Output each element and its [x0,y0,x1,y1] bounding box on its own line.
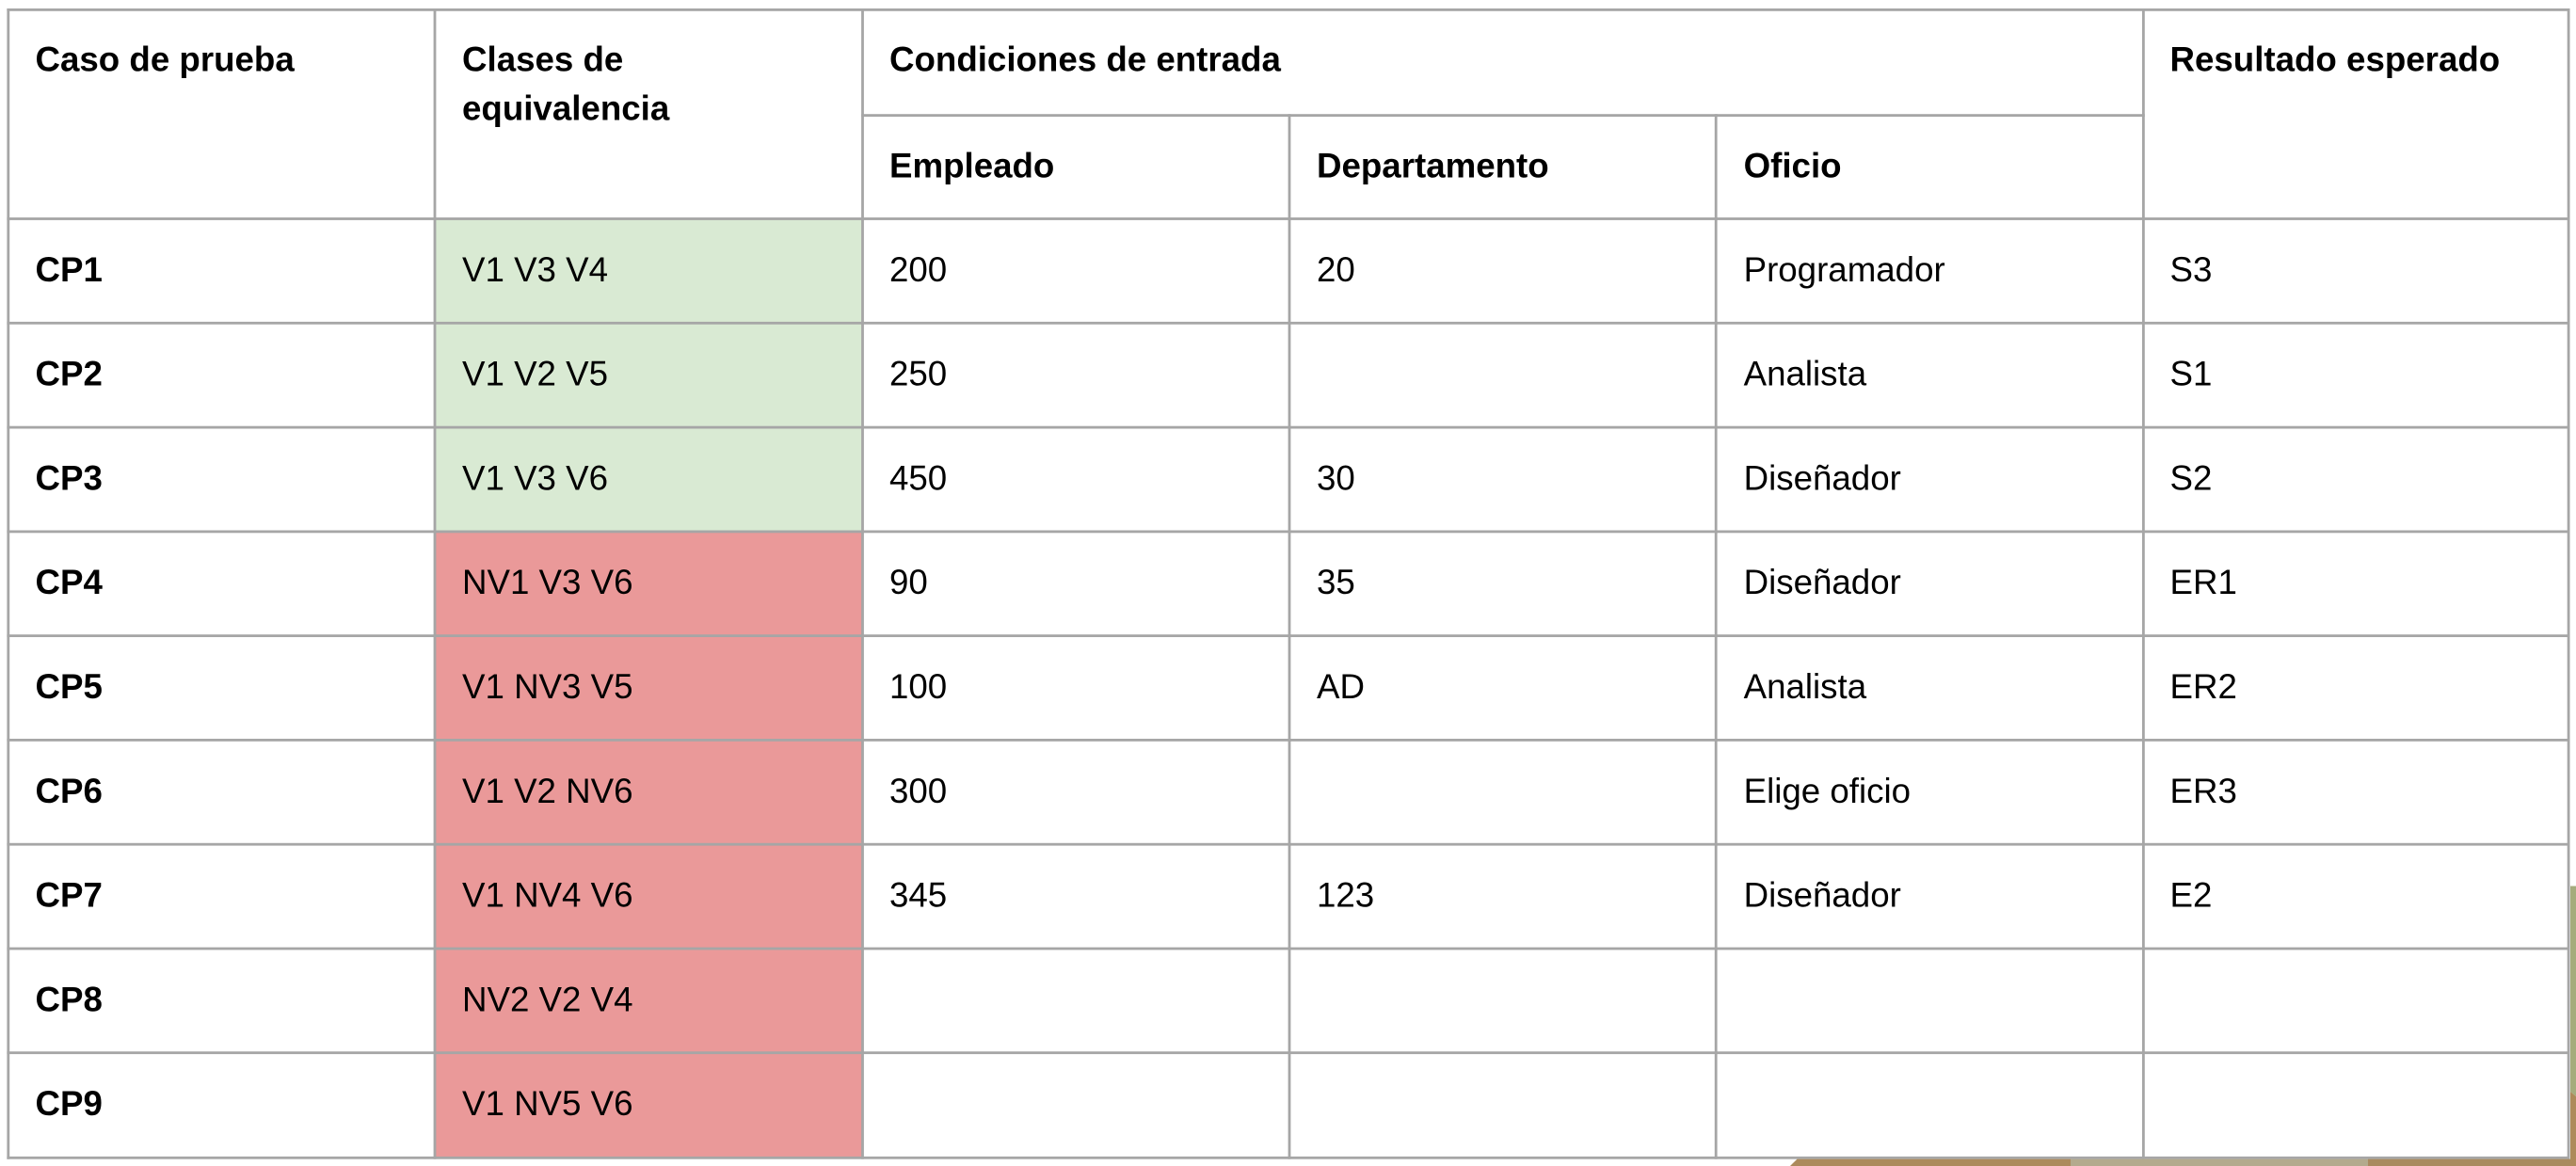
svg-text:Departamento: Departamento [1317,147,1549,185]
svg-text:NV2 V2 V4: NV2 V2 V4 [462,980,633,1018]
svg-text:CP8: CP8 [36,980,103,1018]
svg-text:Analista: Analista [1744,667,1867,706]
svg-text:CP2: CP2 [36,355,103,393]
svg-text:V1 V2 V5: V1 V2 V5 [462,355,608,393]
svg-text:CP1: CP1 [36,250,103,289]
svg-text:Diseñador: Diseñador [1744,876,1901,915]
svg-text:100: 100 [889,667,947,706]
svg-text:345: 345 [889,876,947,915]
svg-text:S3: S3 [2170,250,2213,289]
svg-text:CP3: CP3 [36,458,103,497]
svg-text:Empleado: Empleado [889,147,1054,185]
svg-text:ER3: ER3 [2170,772,2237,810]
svg-text:20: 20 [1317,250,1355,289]
svg-text:Caso de prueba: Caso de prueba [36,40,296,79]
svg-text:450: 450 [889,458,947,497]
svg-text:CP5: CP5 [36,667,103,706]
svg-text:V1 V3 V4: V1 V3 V4 [462,250,608,289]
svg-text:S2: S2 [2170,458,2213,497]
svg-text:Elige oficio: Elige oficio [1744,772,1911,810]
svg-text:90: 90 [889,563,928,601]
svg-text:Programador: Programador [1744,250,1945,289]
svg-text:Resultado esperado: Resultado esperado [2170,40,2501,79]
svg-text:equivalencia: equivalencia [462,89,670,128]
svg-text:V1 NV5 V6: V1 NV5 V6 [462,1084,633,1123]
svg-text:V1 NV4 V6: V1 NV4 V6 [462,876,633,915]
svg-text:E2: E2 [2170,876,2213,915]
svg-text:CP6: CP6 [36,772,103,810]
svg-text:30: 30 [1317,458,1355,497]
svg-text:Diseñador: Diseñador [1744,563,1901,601]
svg-text:NV1 V3 V6: NV1 V3 V6 [462,563,633,601]
svg-text:V1 V2 NV6: V1 V2 NV6 [462,772,633,810]
svg-text:S1: S1 [2170,355,2213,393]
svg-text:ER1: ER1 [2170,563,2237,601]
svg-text:Diseñador: Diseñador [1744,458,1901,497]
svg-text:Analista: Analista [1744,355,1867,393]
svg-text:35: 35 [1317,563,1355,601]
svg-text:250: 250 [889,355,947,393]
svg-text:CP7: CP7 [36,876,103,915]
svg-text:Condiciones de entrada: Condiciones de entrada [889,40,1281,79]
svg-text:200: 200 [889,250,947,289]
svg-text:CP9: CP9 [36,1084,103,1123]
svg-text:Oficio: Oficio [1744,147,1842,185]
svg-text:ER2: ER2 [2170,667,2237,706]
svg-text:300: 300 [889,772,947,810]
svg-text:AD: AD [1317,667,1365,706]
svg-text:V1 NV3 V5: V1 NV3 V5 [462,667,633,706]
svg-text:CP4: CP4 [36,563,104,601]
svg-text:Clases de: Clases de [462,40,623,79]
svg-text:123: 123 [1317,876,1374,915]
svg-text:V1 V3 V6: V1 V3 V6 [462,458,608,497]
